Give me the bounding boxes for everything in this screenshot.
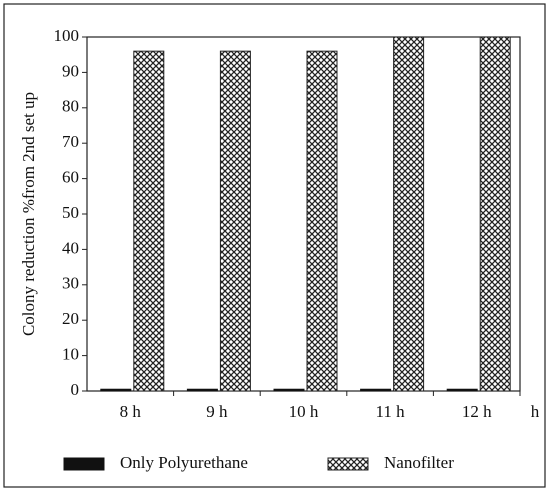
legend-swatch [327, 457, 369, 471]
legend-label: Only Polyurethane [120, 453, 248, 472]
x-tick-label: 11 h [376, 402, 406, 421]
bar [100, 388, 132, 392]
bar [273, 388, 305, 392]
legend-swatch [63, 457, 105, 471]
bar [479, 36, 511, 392]
y-tick-label: 20 [62, 309, 79, 328]
x-axis-label: h [531, 402, 540, 421]
y-tick-label: 80 [62, 97, 79, 116]
x-tick-label: 10 h [289, 402, 319, 421]
y-tick-label: 70 [62, 132, 79, 151]
y-tick-label: 100 [54, 26, 80, 45]
bar [393, 36, 425, 392]
bar [133, 50, 165, 392]
x-tick-label: 9 h [206, 402, 228, 421]
frame [3, 3, 546, 488]
bar [186, 388, 218, 392]
bar [360, 388, 392, 392]
y-tick-label: 0 [71, 380, 80, 399]
y-tick-label: 40 [62, 238, 79, 257]
y-tick-label: 50 [62, 203, 79, 222]
y-axis-label: Colony reduction %from 2nd set up [19, 92, 38, 336]
bar [306, 50, 338, 392]
bar [219, 50, 251, 392]
x-tick-label: 12 h [462, 402, 492, 421]
bar [446, 388, 478, 392]
y-tick-label: 90 [62, 61, 79, 80]
x-tick-label: 8 h [120, 402, 142, 421]
y-tick-label: 30 [62, 274, 79, 293]
y-tick-label: 60 [62, 168, 79, 187]
y-tick-label: 10 [62, 345, 79, 364]
legend-label: Nanofilter [384, 453, 454, 472]
